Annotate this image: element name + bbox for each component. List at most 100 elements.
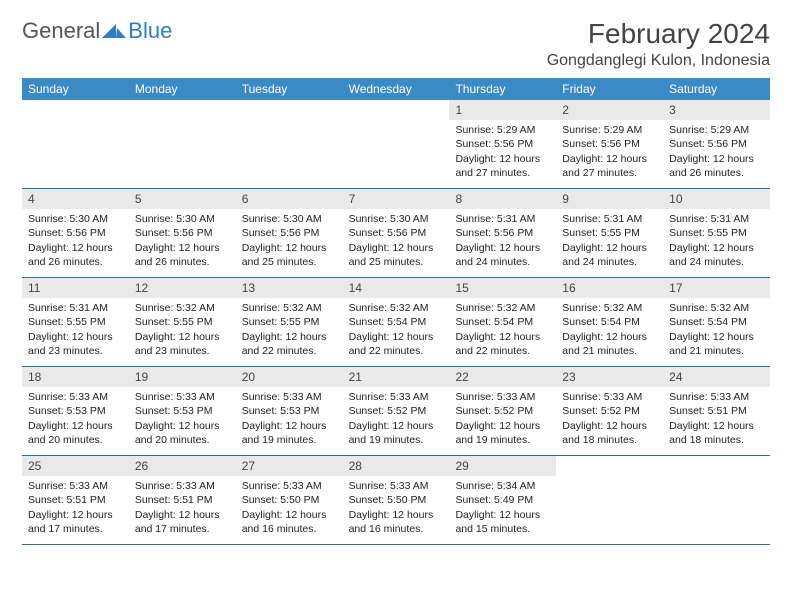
calendar-cell: 10Sunrise: 5:31 AMSunset: 5:55 PMDayligh… [663, 189, 770, 277]
daylight-text: Daylight: 12 hours and 22 minutes. [242, 330, 337, 358]
calendar-cell: 11Sunrise: 5:31 AMSunset: 5:55 PMDayligh… [22, 278, 129, 366]
daylight-text: Daylight: 12 hours and 19 minutes. [349, 419, 444, 447]
weeks-container: 1Sunrise: 5:29 AMSunset: 5:56 PMDaylight… [22, 100, 770, 545]
sunset-text: Sunset: 5:56 PM [28, 226, 123, 240]
calendar-cell: 16Sunrise: 5:32 AMSunset: 5:54 PMDayligh… [556, 278, 663, 366]
daylight-text: Daylight: 12 hours and 24 minutes. [455, 241, 550, 269]
day-header: Friday [556, 78, 663, 100]
sunrise-text: Sunrise: 5:33 AM [562, 390, 657, 404]
sunset-text: Sunset: 5:53 PM [242, 404, 337, 418]
sunset-text: Sunset: 5:55 PM [562, 226, 657, 240]
day-number: 22 [449, 367, 556, 387]
day-number [663, 456, 770, 474]
day-number: 9 [556, 189, 663, 209]
calendar-cell: 28Sunrise: 5:33 AMSunset: 5:50 PMDayligh… [343, 456, 450, 544]
day-number: 2 [556, 100, 663, 120]
calendar-cell: 7Sunrise: 5:30 AMSunset: 5:56 PMDaylight… [343, 189, 450, 277]
sunset-text: Sunset: 5:51 PM [669, 404, 764, 418]
daylight-text: Daylight: 12 hours and 25 minutes. [242, 241, 337, 269]
daylight-text: Daylight: 12 hours and 25 minutes. [349, 241, 444, 269]
sunset-text: Sunset: 5:53 PM [28, 404, 123, 418]
sunrise-text: Sunrise: 5:32 AM [135, 301, 230, 315]
daylight-text: Daylight: 12 hours and 17 minutes. [135, 508, 230, 536]
sunrise-text: Sunrise: 5:33 AM [242, 479, 337, 493]
cell-body: Sunrise: 5:30 AMSunset: 5:56 PMDaylight:… [129, 209, 236, 275]
day-number: 15 [449, 278, 556, 298]
cell-body: Sunrise: 5:33 AMSunset: 5:50 PMDaylight:… [236, 476, 343, 542]
calendar-cell: 24Sunrise: 5:33 AMSunset: 5:51 PMDayligh… [663, 367, 770, 455]
calendar-cell: 20Sunrise: 5:33 AMSunset: 5:53 PMDayligh… [236, 367, 343, 455]
calendar-cell: 27Sunrise: 5:33 AMSunset: 5:50 PMDayligh… [236, 456, 343, 544]
daylight-text: Daylight: 12 hours and 27 minutes. [562, 152, 657, 180]
calendar-cell: 13Sunrise: 5:32 AMSunset: 5:55 PMDayligh… [236, 278, 343, 366]
day-number: 18 [22, 367, 129, 387]
cell-body: Sunrise: 5:30 AMSunset: 5:56 PMDaylight:… [22, 209, 129, 275]
calendar-cell: 25Sunrise: 5:33 AMSunset: 5:51 PMDayligh… [22, 456, 129, 544]
cell-body: Sunrise: 5:33 AMSunset: 5:52 PMDaylight:… [449, 387, 556, 453]
sunrise-text: Sunrise: 5:29 AM [562, 123, 657, 137]
day-number: 21 [343, 367, 450, 387]
day-number: 25 [22, 456, 129, 476]
sunrise-text: Sunrise: 5:31 AM [28, 301, 123, 315]
day-number: 7 [343, 189, 450, 209]
daylight-text: Daylight: 12 hours and 22 minutes. [349, 330, 444, 358]
daylight-text: Daylight: 12 hours and 15 minutes. [455, 508, 550, 536]
sunset-text: Sunset: 5:51 PM [28, 493, 123, 507]
sunset-text: Sunset: 5:50 PM [349, 493, 444, 507]
calendar-cell: 17Sunrise: 5:32 AMSunset: 5:54 PMDayligh… [663, 278, 770, 366]
calendar-cell: 29Sunrise: 5:34 AMSunset: 5:49 PMDayligh… [449, 456, 556, 544]
sunset-text: Sunset: 5:54 PM [349, 315, 444, 329]
sunrise-text: Sunrise: 5:31 AM [562, 212, 657, 226]
month-title: February 2024 [547, 18, 770, 50]
sunrise-text: Sunrise: 5:33 AM [242, 390, 337, 404]
day-number: 1 [449, 100, 556, 120]
day-number: 6 [236, 189, 343, 209]
sunset-text: Sunset: 5:54 PM [455, 315, 550, 329]
day-header: Saturday [663, 78, 770, 100]
cell-body: Sunrise: 5:32 AMSunset: 5:54 PMDaylight:… [449, 298, 556, 364]
day-number: 29 [449, 456, 556, 476]
daylight-text: Daylight: 12 hours and 23 minutes. [28, 330, 123, 358]
daylight-text: Daylight: 12 hours and 24 minutes. [669, 241, 764, 269]
day-number: 14 [343, 278, 450, 298]
sunset-text: Sunset: 5:50 PM [242, 493, 337, 507]
calendar-cell: 9Sunrise: 5:31 AMSunset: 5:55 PMDaylight… [556, 189, 663, 277]
calendar-cell: 5Sunrise: 5:30 AMSunset: 5:56 PMDaylight… [129, 189, 236, 277]
day-header: Sunday [22, 78, 129, 100]
cell-body: Sunrise: 5:29 AMSunset: 5:56 PMDaylight:… [556, 120, 663, 186]
sunrise-text: Sunrise: 5:30 AM [242, 212, 337, 226]
daylight-text: Daylight: 12 hours and 16 minutes. [242, 508, 337, 536]
logo-triangle-icon [102, 22, 126, 40]
cell-body: Sunrise: 5:33 AMSunset: 5:53 PMDaylight:… [129, 387, 236, 453]
day-number: 26 [129, 456, 236, 476]
calendar-cell: 23Sunrise: 5:33 AMSunset: 5:52 PMDayligh… [556, 367, 663, 455]
week-row: 11Sunrise: 5:31 AMSunset: 5:55 PMDayligh… [22, 278, 770, 367]
day-number: 24 [663, 367, 770, 387]
sunset-text: Sunset: 5:54 PM [669, 315, 764, 329]
week-row: 18Sunrise: 5:33 AMSunset: 5:53 PMDayligh… [22, 367, 770, 456]
sunset-text: Sunset: 5:54 PM [562, 315, 657, 329]
location-label: Gongdanglegi Kulon, Indonesia [547, 52, 770, 70]
cell-body: Sunrise: 5:32 AMSunset: 5:54 PMDaylight:… [556, 298, 663, 364]
day-number: 10 [663, 189, 770, 209]
cell-body: Sunrise: 5:34 AMSunset: 5:49 PMDaylight:… [449, 476, 556, 542]
cell-body: Sunrise: 5:31 AMSunset: 5:55 PMDaylight:… [556, 209, 663, 275]
sunset-text: Sunset: 5:52 PM [455, 404, 550, 418]
daylight-text: Daylight: 12 hours and 21 minutes. [562, 330, 657, 358]
calendar-cell [556, 456, 663, 544]
sunrise-text: Sunrise: 5:33 AM [28, 479, 123, 493]
daylight-text: Daylight: 12 hours and 23 minutes. [135, 330, 230, 358]
sunrise-text: Sunrise: 5:32 AM [349, 301, 444, 315]
daylight-text: Daylight: 12 hours and 24 minutes. [562, 241, 657, 269]
sunrise-text: Sunrise: 5:32 AM [562, 301, 657, 315]
sunrise-text: Sunrise: 5:32 AM [242, 301, 337, 315]
calendar-cell: 3Sunrise: 5:29 AMSunset: 5:56 PMDaylight… [663, 100, 770, 188]
sunrise-text: Sunrise: 5:32 AM [669, 301, 764, 315]
day-number: 3 [663, 100, 770, 120]
daylight-text: Daylight: 12 hours and 20 minutes. [135, 419, 230, 447]
calendar: Sunday Monday Tuesday Wednesday Thursday… [22, 78, 770, 545]
header-right: February 2024 Gongdanglegi Kulon, Indone… [547, 18, 770, 70]
daylight-text: Daylight: 12 hours and 27 minutes. [455, 152, 550, 180]
sunrise-text: Sunrise: 5:32 AM [455, 301, 550, 315]
day-number [22, 100, 129, 118]
